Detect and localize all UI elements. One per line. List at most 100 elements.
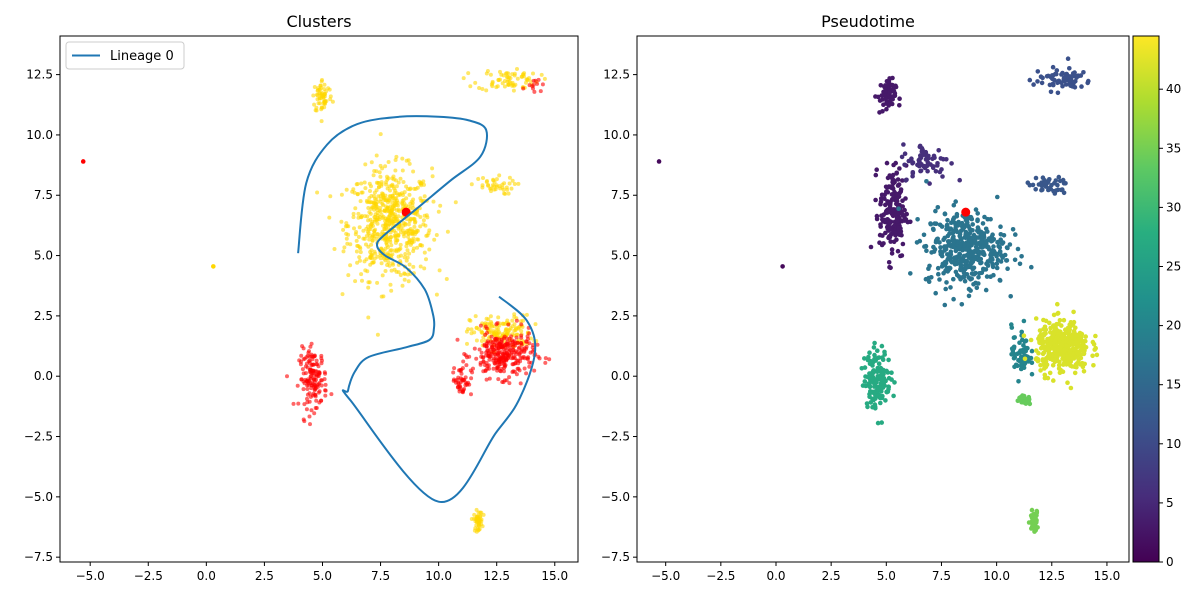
clusters-point	[411, 246, 416, 251]
clusters-point	[311, 93, 316, 98]
pseudotime-point	[1030, 182, 1036, 188]
clusters-point	[516, 366, 521, 371]
pseudotime-point	[995, 257, 1001, 263]
pseudotime-point	[948, 258, 954, 264]
clusters-point	[494, 177, 499, 182]
pseudotime-xtick-label: 15.0	[1094, 569, 1121, 583]
pseudotime-point	[904, 211, 909, 217]
pseudotime-point	[1016, 379, 1021, 384]
pseudotime-point	[958, 258, 964, 263]
clusters-point	[414, 228, 419, 233]
pseudotime-point	[887, 90, 892, 95]
pseudotime-point	[904, 177, 909, 183]
pseudotime-point	[880, 217, 885, 222]
clusters-ytick-label: 2.5	[34, 309, 53, 323]
pseudotime-xtick-label: −2.5	[706, 569, 735, 583]
clusters-point	[434, 233, 439, 237]
clusters-point	[359, 272, 364, 277]
pseudotime-point	[1069, 83, 1074, 89]
clusters-point	[302, 402, 307, 407]
pseudotime-point	[1013, 232, 1018, 237]
clusters-point	[408, 201, 413, 206]
clusters-point	[532, 89, 537, 94]
pseudotime-point	[875, 369, 880, 375]
pseudotime-point	[948, 285, 953, 290]
pseudotime-point	[967, 230, 973, 236]
clusters-point	[458, 380, 463, 385]
pseudotime-point	[890, 172, 896, 178]
clusters-point	[432, 237, 437, 242]
pseudotime-point	[943, 244, 948, 249]
pseudotime-point	[966, 293, 972, 299]
clusters-point	[400, 283, 405, 288]
clusters-point	[492, 187, 497, 192]
pseudotime-point	[895, 248, 901, 254]
clusters-point	[410, 231, 415, 236]
pseudotime-point	[1055, 301, 1060, 307]
pseudotime-point	[1049, 182, 1054, 188]
clusters-point	[518, 356, 523, 361]
clusters-xtick-label: 15.0	[541, 569, 568, 583]
pseudotime-point	[1027, 77, 1033, 83]
clusters-point	[411, 239, 416, 244]
colorbar-tick-label: 15	[1166, 378, 1181, 392]
clusters-point	[528, 336, 533, 341]
clusters-point	[517, 345, 522, 350]
pseudotime-point	[939, 264, 945, 269]
clusters-point	[367, 196, 372, 200]
pseudotime-point	[1053, 354, 1058, 359]
clusters-point	[382, 197, 387, 202]
pseudotime-point	[1021, 333, 1027, 339]
clusters-point	[511, 88, 516, 93]
pseudotime-point	[990, 232, 995, 237]
clusters-point	[505, 187, 510, 192]
clusters-point	[301, 346, 306, 351]
clusters-point	[481, 176, 485, 180]
pseudotime-point	[918, 153, 924, 159]
clusters-point	[533, 78, 538, 83]
pseudotime-point	[883, 398, 888, 403]
clusters-point	[485, 366, 490, 371]
clusters-point	[407, 251, 412, 256]
clusters-point	[510, 370, 515, 374]
pseudotime-point	[982, 214, 987, 220]
pseudotime-point	[1056, 321, 1061, 327]
clusters-point	[366, 218, 371, 223]
clusters-point	[515, 341, 520, 346]
clusters-point	[482, 343, 487, 348]
clusters-point	[366, 285, 371, 290]
pseudotime-point	[1011, 352, 1017, 357]
clusters-point	[472, 528, 477, 533]
clusters-point	[461, 76, 466, 81]
clusters-xtick-label: −2.5	[134, 569, 163, 583]
pseudotime-point	[893, 160, 898, 166]
clusters-point	[377, 170, 382, 175]
pseudotime-point	[1069, 355, 1075, 361]
pseudotime-point	[1031, 82, 1036, 87]
pseudotime-point	[872, 352, 877, 358]
clusters-point	[372, 256, 377, 261]
clusters-point	[496, 377, 501, 382]
clusters-point	[412, 186, 417, 191]
pseudotime-point	[976, 227, 981, 232]
pseudotime-point	[1035, 525, 1040, 530]
colorbar-tick-label: 35	[1166, 141, 1181, 155]
pseudotime-point	[867, 384, 873, 390]
clusters-point	[339, 192, 344, 197]
clusters-point	[424, 233, 429, 238]
clusters-point	[401, 180, 406, 184]
pseudotime-point	[1050, 332, 1056, 338]
clusters-point	[379, 246, 384, 251]
clusters-xtick-label: 10.0	[425, 569, 452, 583]
clusters-point	[387, 184, 392, 189]
clusters-point	[328, 194, 333, 199]
clusters-point	[434, 292, 439, 297]
clusters-point	[484, 360, 489, 365]
pseudotime-point	[1038, 74, 1044, 79]
clusters-point	[368, 250, 373, 254]
pseudotime-point	[1025, 398, 1030, 404]
clusters-point	[393, 230, 398, 235]
pseudotime-point	[917, 160, 923, 166]
clusters-point	[363, 186, 368, 191]
clusters-point	[527, 331, 532, 336]
